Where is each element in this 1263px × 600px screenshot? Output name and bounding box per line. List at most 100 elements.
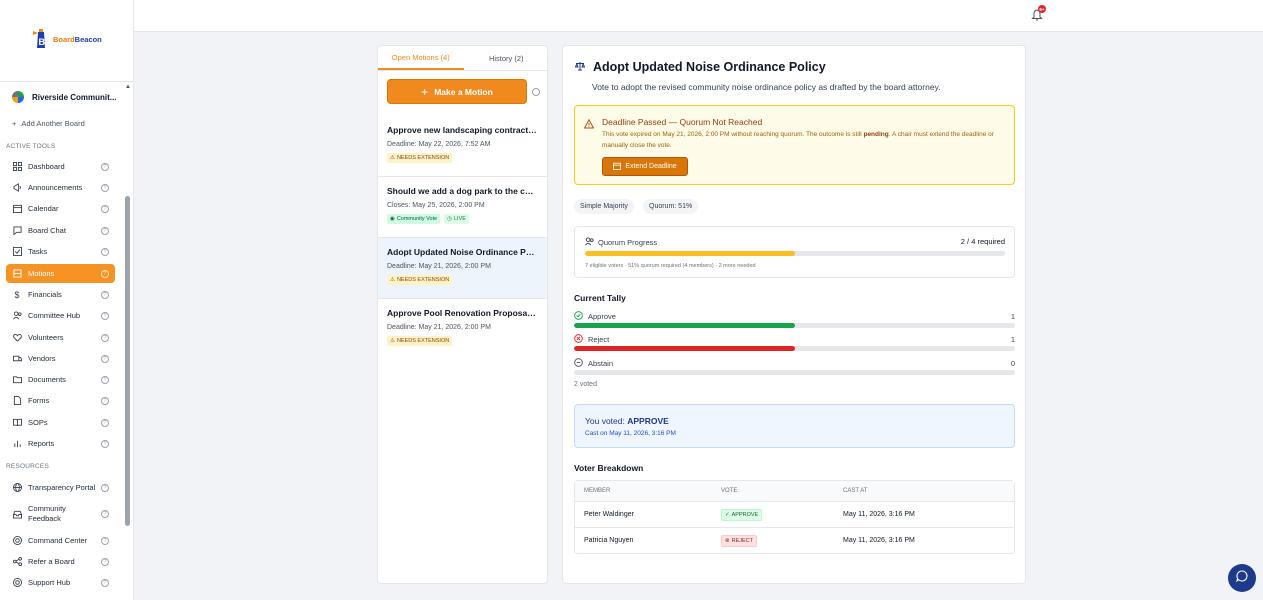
globe-icon	[12, 483, 22, 493]
alert-status: pending	[863, 131, 889, 138]
needs-extension-badge: ⚠ NEEDS EXTENSION	[387, 153, 453, 163]
help-icon[interactable]: ?	[101, 311, 109, 320]
sidebar-item-community-feedback[interactable]: Community Feedback?	[6, 501, 115, 527]
make-motion-button[interactable]: + Make a Motion	[387, 79, 527, 104]
add-board-label: Add Another Board	[21, 119, 85, 128]
needs-extension-badge: ⚠ NEEDS EXTENSION	[387, 336, 453, 346]
help-icon[interactable]: ?	[101, 269, 109, 278]
plus-icon: +	[421, 84, 429, 99]
sidebar-item-support-hub[interactable]: Support Hub?	[6, 573, 115, 592]
tally-bar-abstain	[574, 370, 1015, 375]
alert-text: This vote expired on May 21, 2026, 2:00 …	[602, 131, 864, 138]
sidebar-item-board-chat[interactable]: Board Chat?	[6, 221, 115, 240]
quorum-chip: Quorum: 51%	[643, 199, 699, 214]
sidebar-item-motions[interactable]: Motions?	[6, 264, 115, 283]
sidebar-item-command-center[interactable]: Command Center?	[6, 531, 115, 550]
badge-label: Community Vote	[396, 216, 438, 222]
warning-icon: ⚠	[390, 155, 395, 161]
help-icon[interactable]: ?	[101, 483, 109, 492]
help-icon[interactable]: ?	[101, 578, 109, 587]
globe-icon: ◉	[390, 216, 395, 222]
your-vote-value: APPROVE	[627, 416, 669, 426]
help-icon[interactable]: ?	[101, 418, 109, 427]
help-icon[interactable]: ?	[101, 510, 109, 518]
chat-support-button[interactable]	[1228, 564, 1256, 592]
sidebar-item-calendar[interactable]: Calendar?	[6, 199, 115, 218]
help-icon[interactable]: ?	[101, 536, 109, 545]
brand-name: BoardBeacon	[53, 34, 102, 44]
users-icon	[12, 311, 22, 321]
section-resources: RESOURCES	[6, 463, 49, 470]
tally-fill-reject	[574, 346, 795, 351]
member-name: Patricia Nguyen	[584, 537, 634, 544]
motion-card[interactable]: Approve new landscaping contract fo... D…	[378, 116, 547, 177]
sidebar-item-transparency-portal[interactable]: Transparency Portal?	[6, 478, 115, 497]
sidebar-item-vendors[interactable]: Vendors?	[6, 349, 115, 368]
help-icon[interactable]: ?	[101, 183, 109, 192]
calendar-icon	[12, 204, 22, 214]
deadline-alert: Deadline Passed — Quorum Not Reached Thi…	[574, 105, 1015, 185]
help-icon[interactable]: ?	[101, 333, 109, 342]
inbox-icon	[12, 509, 22, 519]
motion-card[interactable]: Approve Pool Renovation Proposal —... De…	[378, 299, 547, 360]
add-board-link[interactable]: + Add Another Board	[12, 119, 85, 128]
sidebar-item-dashboard[interactable]: Dashboard?	[6, 157, 115, 176]
sidebar-item-reports[interactable]: Reports?	[6, 434, 115, 453]
help-icon[interactable]: ?	[101, 290, 109, 299]
tally-approve: Approve 1	[574, 311, 1015, 322]
sidebar-item-financials[interactable]: $ Financials?	[6, 285, 115, 304]
sidebar-item-committee-hub[interactable]: Committee Hub?	[6, 306, 115, 325]
member-name: Peter Waldinger	[584, 511, 634, 518]
help-icon[interactable]: ?	[101, 439, 109, 448]
sidebar-item-forms[interactable]: Forms?	[6, 391, 115, 410]
sidebar-scrollbar[interactable]	[125, 196, 130, 526]
help-icon[interactable]: ?	[101, 375, 109, 384]
x-circle-icon	[574, 334, 583, 345]
quorum-value: 2 / 4 required	[960, 237, 1005, 246]
extend-deadline-button[interactable]: Extend Deadline	[602, 157, 688, 176]
tab-open-motions[interactable]: Open Motions (4)	[378, 46, 464, 70]
help-icon[interactable]: ?	[101, 557, 109, 566]
minus-circle-icon	[574, 358, 583, 369]
checkbox-icon	[12, 247, 22, 257]
sidebar-item-documents[interactable]: Documents?	[6, 370, 115, 389]
help-icon[interactable]: ?	[101, 226, 109, 235]
help-icon[interactable]: ?	[101, 396, 109, 405]
sidebar-item-label: Volunteers	[28, 333, 64, 342]
sidebar: B BoardBeacon ▲ Riverside Communit... + …	[0, 0, 134, 600]
sidebar-item-refer-a-board[interactable]: Refer a Board?	[6, 552, 115, 571]
motion-card[interactable]: Should we add a dog park to the com... C…	[378, 177, 547, 238]
community-vote-badge: ◉ Community Vote	[387, 214, 441, 224]
motion-deadline: Closes: May 25, 2026, 2:00 PM	[387, 202, 485, 209]
board-selector[interactable]: Riverside Communit...	[12, 91, 116, 103]
brand-logo[interactable]: B BoardBeacon	[32, 28, 102, 50]
alert-body: This vote expired on May 21, 2026, 2:00 …	[602, 130, 1006, 151]
motion-description: Vote to adopt the revised community nois…	[592, 82, 941, 92]
sidebar-item-volunteers[interactable]: Volunteers?	[6, 328, 115, 347]
scales-icon	[574, 60, 586, 74]
sidebar-item-announcements[interactable]: Announcements?	[6, 178, 115, 197]
tab-history[interactable]: History (2)	[488, 53, 524, 63]
current-tally-heading: Current Tally	[574, 293, 626, 303]
tally-abstain: Abstain 0	[574, 358, 1015, 369]
badge-label: NEEDS EXTENSION	[396, 155, 450, 161]
cast-at: May 11, 2026, 3:16 PM	[843, 537, 915, 544]
help-icon[interactable]: ?	[101, 247, 109, 256]
file-icon	[12, 396, 22, 406]
your-vote-card: You voted: APPROVE Cast on May 11, 2026,…	[574, 404, 1015, 448]
sidebar-item-label: Announcements	[28, 183, 83, 192]
table-row: Patricia Nguyen ⊗ REJECT May 11, 2026, 3:…	[575, 528, 1014, 554]
help-icon[interactable]: ?	[101, 162, 109, 171]
grid-icon	[12, 162, 22, 172]
extend-deadline-label: Extend Deadline	[625, 163, 677, 170]
sidebar-item-sops[interactable]: SOPs?	[6, 413, 115, 432]
quorum-progress-fill	[585, 251, 795, 256]
table-header: MEMBER VOTE CAST AT	[575, 481, 1014, 502]
help-icon[interactable]	[532, 88, 540, 96]
help-icon[interactable]: ?	[101, 204, 109, 213]
motion-list-panel: Open Motions (4) History (2) + Make a Mo…	[377, 45, 549, 584]
motion-card-selected[interactable]: Adopt Updated Noise Ordinance Policy Dea…	[378, 238, 547, 299]
scroll-up-arrow-icon[interactable]: ▲	[125, 84, 131, 90]
sidebar-item-tasks[interactable]: Tasks?	[6, 242, 115, 261]
help-icon[interactable]: ?	[101, 354, 109, 363]
